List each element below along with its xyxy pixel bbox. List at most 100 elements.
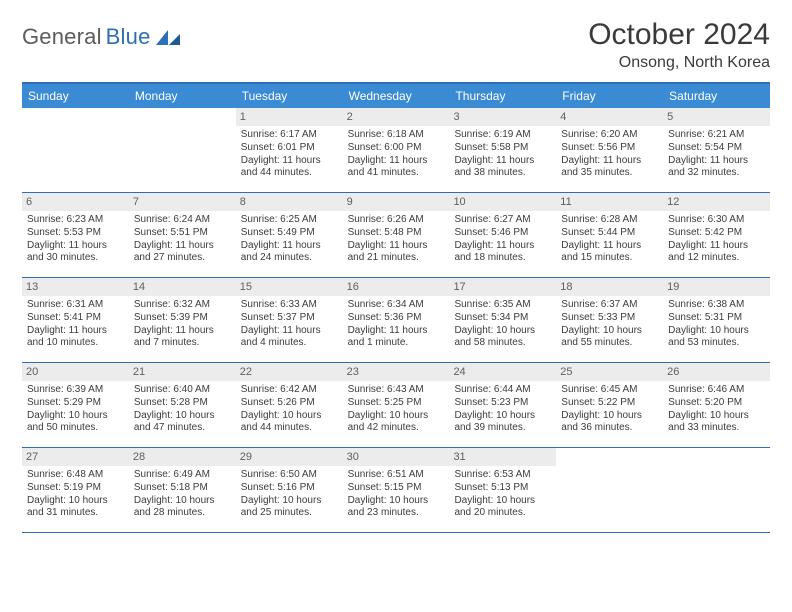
calendar-week: 20Sunrise: 6:39 AMSunset: 5:29 PMDayligh… [22,363,770,448]
day-number: 30 [343,448,450,466]
calendar-day-cell: 29Sunrise: 6:50 AMSunset: 5:16 PMDayligh… [236,448,343,532]
calendar-day-cell: 28Sunrise: 6:49 AMSunset: 5:18 PMDayligh… [129,448,236,532]
sunset-line: Sunset: 5:58 PM [454,142,551,155]
calendar-day-cell: 15 Sunrise: 6:33 AMSunset: 5:37 PMDayligh… [236,278,343,362]
sunset-line: Sunset: 6:01 PM [241,142,338,155]
sunset-line: Sunset: 5:23 PM [454,397,551,410]
daylight-line: Daylight: 11 hours and 1 minute. [348,325,445,351]
day-number: 8 [236,193,343,211]
day-number [22,108,129,112]
calendar-day-cell: 19Sunrise: 6:38 AMSunset: 5:31 PMDayligh… [663,278,770,362]
day-number: 17 [449,278,556,296]
sunrise-line: Sunrise: 6:48 AM [27,469,124,482]
calendar-day-cell: 12Sunrise: 6:30 AMSunset: 5:42 PMDayligh… [663,193,770,277]
calendar-day-cell: 18Sunrise: 6:37 AMSunset: 5:33 PMDayligh… [556,278,663,362]
sunrise-line: Sunrise: 6:26 AM [348,214,445,227]
sunrise-line: Sunrise: 6:38 AM [668,299,765,312]
sunrise-line: Sunrise: 6:33 AM [241,299,338,312]
daylight-line: Daylight: 10 hours and 50 minutes. [27,410,124,436]
sunrise-line: Sunrise: 6:43 AM [348,384,445,397]
sunset-line: Sunset: 5:28 PM [134,397,231,410]
calendar-day-cell [22,108,129,192]
sunrise-line: Sunrise: 6:24 AM [134,214,231,227]
day-number: 21 [129,363,236,381]
calendar-day-cell: 31Sunrise: 6:53 AMSunset: 5:13 PMDayligh… [449,448,556,532]
sunrise-line: Sunrise: 6:31 AM [27,299,124,312]
calendar-day-cell: 7Sunrise: 6:24 AMSunset: 5:51 PMDaylight… [129,193,236,277]
weeks-container: 1Sunrise: 6:17 AMSunset: 6:01 PMDaylight… [22,108,770,533]
day-number: 10 [449,193,556,211]
daylight-line: Daylight: 10 hours and 28 minutes. [134,495,231,521]
daylight-line: Daylight: 10 hours and 33 minutes. [668,410,765,436]
sunrise-line: Sunrise: 6:25 AM [241,214,338,227]
sunrise-line: Sunrise: 6:37 AM [561,299,658,312]
daylight-line: Daylight: 10 hours and 31 minutes. [27,495,124,521]
day-number: 25 [556,363,663,381]
day-number: 6 [22,193,129,211]
calendar-week: 1Sunrise: 6:17 AMSunset: 6:01 PMDaylight… [22,108,770,193]
sunset-line: Sunset: 5:33 PM [561,312,658,325]
day-number: 23 [343,363,450,381]
weekday-thursday: Thursday [449,84,556,108]
daylight-line: Daylight: 11 hours and 38 minutes. [454,155,551,181]
daylight-line: Daylight: 11 hours and 10 minutes. [27,325,124,351]
daylight-line: Daylight: 10 hours and 36 minutes. [561,410,658,436]
weekday-tuesday: Tuesday [236,84,343,108]
calendar-day-cell: 25Sunrise: 6:45 AMSunset: 5:22 PMDayligh… [556,363,663,447]
day-number: 22 [236,363,343,381]
calendar-day-cell: 22Sunrise: 6:42 AMSunset: 5:26 PMDayligh… [236,363,343,447]
calendar-day-cell: 1Sunrise: 6:17 AMSunset: 6:01 PMDaylight… [236,108,343,192]
daylight-line: Daylight: 11 hours and 27 minutes. [134,240,231,266]
day-number: 11 [556,193,663,211]
daylight-line: Daylight: 11 hours and 15 minutes. [561,240,658,266]
sunrise-line: Sunrise: 6:19 AM [454,129,551,142]
sunset-line: Sunset: 5:18 PM [134,482,231,495]
weekday-monday: Monday [129,84,236,108]
weekday-sunday: Sunday [22,84,129,108]
calendar-day-cell: 11Sunrise: 6:28 AMSunset: 5:44 PMDayligh… [556,193,663,277]
brand-logo: GeneralBlue [22,18,181,50]
day-number: 15 [236,278,343,296]
daylight-line: Daylight: 11 hours and 44 minutes. [241,155,338,181]
sunrise-line: Sunrise: 6:34 AM [348,299,445,312]
sunset-line: Sunset: 5:37 PM [241,312,338,325]
sunrise-line: Sunrise: 6:21 AM [668,129,765,142]
daylight-line: Daylight: 10 hours and 44 minutes. [241,410,338,436]
day-number: 1 [236,108,343,126]
sunset-line: Sunset: 5:26 PM [241,397,338,410]
sunrise-line: Sunrise: 6:35 AM [454,299,551,312]
sunrise-line: Sunrise: 6:46 AM [668,384,765,397]
sunset-line: Sunset: 5:20 PM [668,397,765,410]
calendar-day-cell: 26Sunrise: 6:46 AMSunset: 5:20 PMDayligh… [663,363,770,447]
sunset-line: Sunset: 5:56 PM [561,142,658,155]
calendar-day-cell: 4Sunrise: 6:20 AMSunset: 5:56 PMDaylight… [556,108,663,192]
day-number: 3 [449,108,556,126]
daylight-line: Daylight: 11 hours and 4 minutes. [241,325,338,351]
daylight-line: Daylight: 11 hours and 21 minutes. [348,240,445,266]
daylight-line: Daylight: 10 hours and 55 minutes. [561,325,658,351]
day-number: 2 [343,108,450,126]
weekday-friday: Friday [556,84,663,108]
sunrise-line: Sunrise: 6:50 AM [241,469,338,482]
sunrise-line: Sunrise: 6:45 AM [561,384,658,397]
calendar-page: GeneralBlue October 2024 Onsong, North K… [0,0,792,612]
day-number: 7 [129,193,236,211]
day-number: 20 [22,363,129,381]
day-number: 12 [663,193,770,211]
day-number: 24 [449,363,556,381]
sunset-line: Sunset: 5:16 PM [241,482,338,495]
logo-text-blue: Blue [106,24,151,50]
calendar-day-cell: 8Sunrise: 6:25 AMSunset: 5:49 PMDaylight… [236,193,343,277]
day-number: 13 [22,278,129,296]
daylight-line: Daylight: 11 hours and 12 minutes. [668,240,765,266]
sunrise-line: Sunrise: 6:40 AM [134,384,231,397]
calendar-day-cell: 30Sunrise: 6:51 AMSunset: 5:15 PMDayligh… [343,448,450,532]
daylight-line: Daylight: 10 hours and 42 minutes. [348,410,445,436]
sunset-line: Sunset: 5:44 PM [561,227,658,240]
sunrise-line: Sunrise: 6:23 AM [27,214,124,227]
weekday-wednesday: Wednesday [343,84,450,108]
sunrise-line: Sunrise: 6:49 AM [134,469,231,482]
calendar-day-cell [129,108,236,192]
day-number [129,108,236,112]
calendar-day-cell: 3 Sunrise: 6:19 AMSunset: 5:58 PMDaylight… [449,108,556,192]
